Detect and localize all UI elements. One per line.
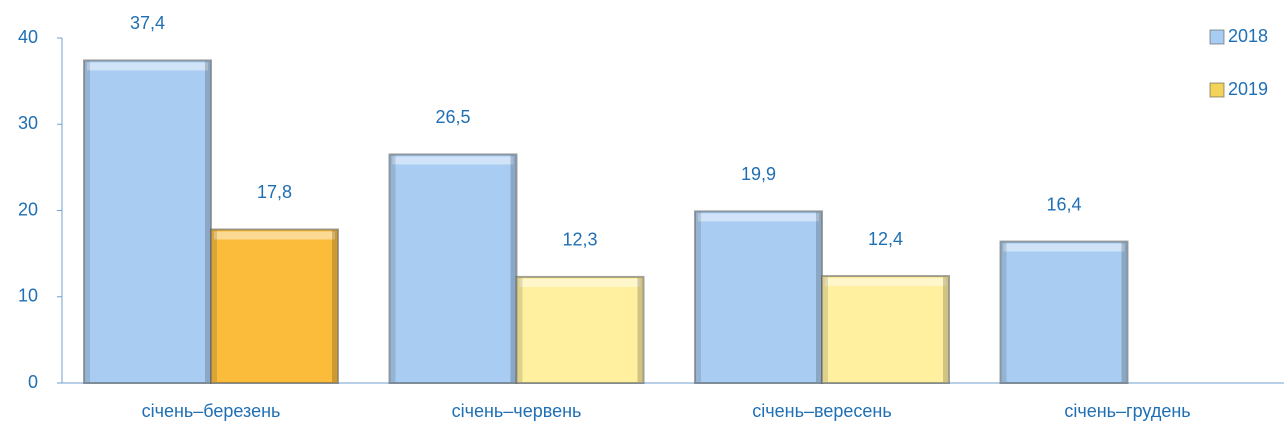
bar-bevel-top bbox=[87, 62, 208, 71]
value-label: 12,3 bbox=[562, 230, 597, 250]
bar-bevel-left bbox=[390, 155, 396, 382]
value-label: 17,8 bbox=[257, 182, 292, 202]
bar-group bbox=[515, 275, 645, 385]
legend-label: 2019 bbox=[1228, 79, 1268, 99]
x-tick-label: січень–грудень bbox=[1064, 401, 1190, 421]
value-label: 37,4 bbox=[130, 13, 165, 33]
bar-bevel-left bbox=[1001, 242, 1007, 382]
bar-group bbox=[83, 59, 212, 385]
bar-bevel-right bbox=[816, 212, 821, 382]
bar bbox=[821, 275, 950, 384]
value-label: 16,4 bbox=[1046, 194, 1081, 214]
x-tick-label: січень–березень bbox=[142, 401, 281, 421]
bar bbox=[83, 59, 212, 385]
bar-group bbox=[999, 240, 1129, 384]
bar-bevel-right bbox=[1121, 242, 1127, 382]
bar bbox=[694, 210, 823, 384]
bar bbox=[210, 228, 339, 384]
bar-bevel-top bbox=[392, 156, 514, 165]
bar-bevel-left bbox=[85, 61, 90, 383]
bar-bevel-right bbox=[943, 277, 948, 382]
bar-group bbox=[694, 210, 823, 384]
value-label: 26,5 bbox=[435, 107, 470, 127]
legend-swatch bbox=[1209, 82, 1225, 98]
bar-group bbox=[821, 275, 950, 384]
x-tick-label: січень–вересень bbox=[752, 401, 891, 421]
bar-bevel-right bbox=[205, 61, 210, 383]
bar-bevel-left bbox=[696, 212, 701, 382]
bar-bevel-left bbox=[212, 230, 217, 382]
bar-group bbox=[210, 228, 339, 384]
bar-bevel-right bbox=[510, 155, 516, 382]
y-tick-label: 20 bbox=[18, 199, 38, 219]
y-tick-label: 40 bbox=[18, 27, 38, 47]
bar-bevel-right bbox=[637, 277, 643, 382]
bar-bevel-right bbox=[332, 230, 337, 382]
legend-swatch bbox=[1209, 29, 1225, 45]
y-tick-label: 0 bbox=[28, 372, 38, 392]
bar-bevel-left bbox=[823, 277, 828, 382]
bar bbox=[388, 153, 518, 384]
bar-group bbox=[388, 153, 518, 384]
bar-bevel-top bbox=[1003, 243, 1125, 252]
value-label: 19,9 bbox=[741, 164, 776, 184]
bar-bevel-top bbox=[214, 231, 335, 240]
bar-bevel-top bbox=[519, 278, 641, 287]
bar bbox=[999, 240, 1129, 384]
bar-bevel-top bbox=[825, 278, 946, 287]
bar bbox=[515, 275, 645, 385]
bar-bevel-left bbox=[517, 277, 523, 382]
bar-bevel-top bbox=[698, 213, 819, 222]
value-label: 12,4 bbox=[868, 229, 903, 249]
x-tick-label: січень–червень bbox=[452, 401, 582, 421]
y-tick-label: 30 bbox=[18, 113, 38, 133]
y-tick-label: 10 bbox=[18, 286, 38, 306]
legend-label: 2018 bbox=[1228, 26, 1268, 46]
